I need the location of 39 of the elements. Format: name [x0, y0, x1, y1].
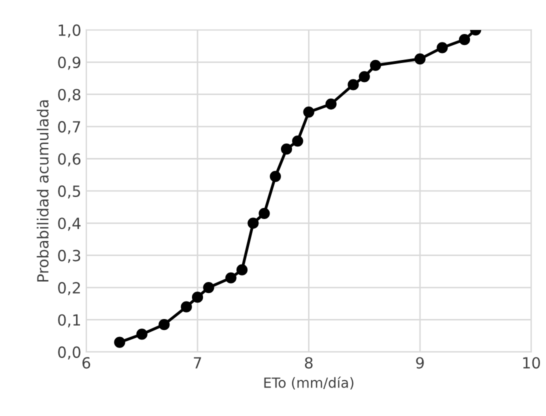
point: [436, 42, 448, 54]
point: [136, 328, 148, 340]
point: [348, 79, 359, 90]
point: [258, 208, 270, 220]
y-tick-label: 0,0: [58, 346, 80, 360]
point: [270, 170, 281, 182]
y-tick-label: 0,4: [58, 218, 81, 231]
x-tick-label: 8: [304, 357, 313, 369]
point: [158, 319, 170, 330]
point: [248, 218, 259, 229]
x-tick-label: 6: [82, 357, 90, 369]
point: [303, 106, 314, 118]
point: [203, 282, 214, 294]
y-tick-label: 0,9: [58, 56, 80, 70]
point: [325, 98, 337, 110]
x-tick-label: 7: [194, 357, 202, 368]
point: [225, 272, 236, 284]
point: [114, 336, 126, 348]
y-tick-label: 0,1: [58, 314, 80, 328]
x-tick-label: 10: [523, 357, 540, 369]
point: [192, 292, 204, 303]
x-axis-title: ETo (mm/día): [264, 376, 354, 390]
y-tick-label: 0,2: [58, 282, 80, 296]
point: [414, 53, 426, 64]
point: [236, 264, 248, 276]
y-tick-label: 0,7: [58, 121, 80, 134]
y-tick-label: 0,6: [58, 153, 80, 166]
point: [458, 34, 470, 46]
y-tick-label: 0,5: [58, 185, 80, 199]
point: [370, 60, 382, 71]
y-tick-label: 0,3: [58, 250, 80, 263]
y-tick-label: 1,0: [58, 24, 80, 38]
y-axis-title: Probabilidad acumulada: [36, 100, 49, 282]
point: [292, 135, 304, 147]
x-tick-label: 9: [416, 357, 424, 369]
y-tick-label: 0,8: [58, 88, 80, 102]
point: [180, 301, 192, 312]
point: [280, 144, 292, 155]
point: [358, 71, 370, 82]
